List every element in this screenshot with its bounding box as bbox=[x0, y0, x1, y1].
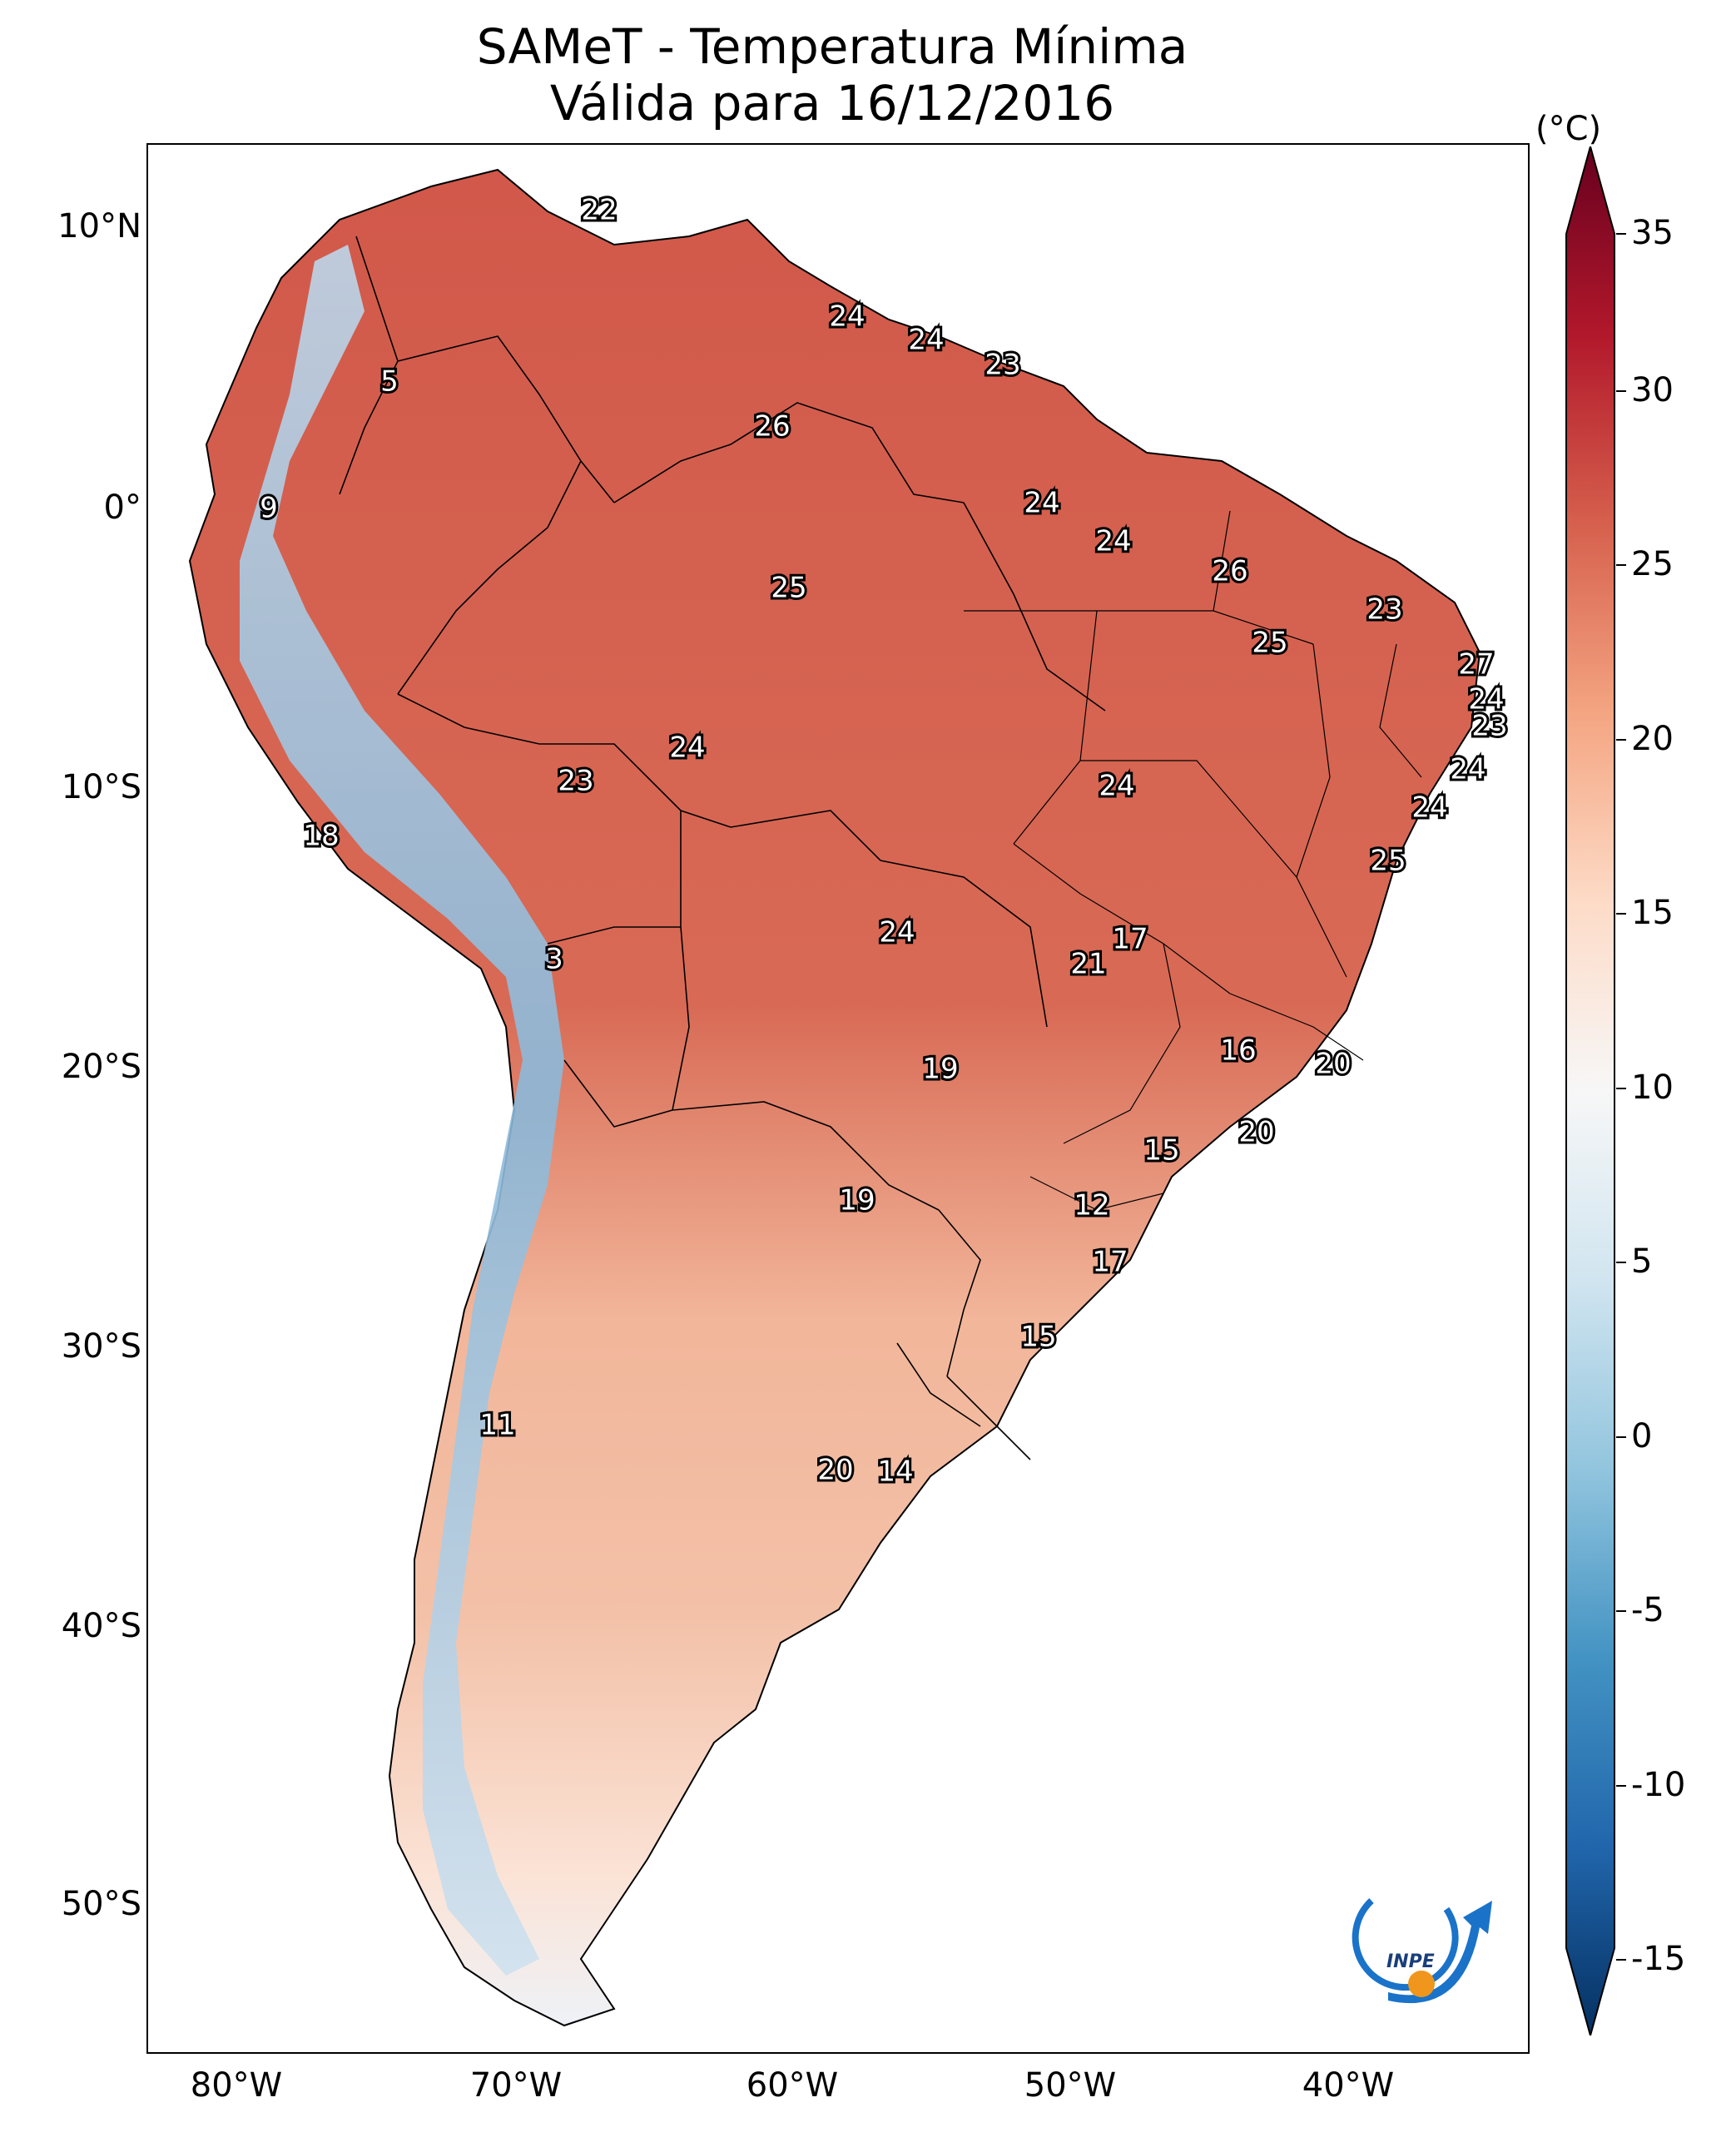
value-label: 15 bbox=[1143, 1134, 1179, 1168]
colorbar-label: -15 bbox=[1631, 1940, 1686, 1978]
colorbar-label: 20 bbox=[1631, 720, 1674, 758]
map-title: SAMeT - Temperatura Mínima Válida para 1… bbox=[150, 18, 1515, 131]
colorbar-label: 0 bbox=[1631, 1417, 1653, 1455]
value-label: 15 bbox=[1020, 1321, 1056, 1354]
colorbar-label: 5 bbox=[1631, 1242, 1653, 1281]
value-labels: 22 5 24 24 23 26 9 24 24 26 25 23 25 27 … bbox=[257, 191, 1510, 1491]
value-label: 20 bbox=[1238, 1116, 1274, 1149]
value-label: 24 bbox=[829, 300, 865, 334]
south-america-landmass bbox=[188, 168, 1481, 2027]
value-label: 25 bbox=[1252, 627, 1287, 660]
title-line-1: SAMeT - Temperatura Mínima bbox=[476, 18, 1188, 75]
colorbar-tick bbox=[1616, 1610, 1626, 1612]
value-label: 26 bbox=[754, 410, 790, 444]
colorbar-unit: (°C) bbox=[1535, 110, 1602, 148]
value-label: 22 bbox=[581, 194, 617, 227]
value-label: 24 bbox=[879, 916, 915, 950]
value-label: 24 bbox=[1468, 683, 1504, 717]
value-label: 9 bbox=[260, 492, 278, 525]
colorbar-tick bbox=[1616, 233, 1626, 235]
value-label: 16 bbox=[1220, 1034, 1256, 1068]
value-label: 24 bbox=[1099, 770, 1134, 803]
value-label: 11 bbox=[479, 1409, 515, 1442]
value-label: 24 bbox=[1095, 525, 1131, 558]
country-borders bbox=[339, 236, 1106, 1460]
inpe-logo: INPE bbox=[1352, 1898, 1492, 2004]
value-label: 24 bbox=[908, 324, 944, 357]
state-borders bbox=[964, 510, 1422, 1211]
colorbar-tick bbox=[1616, 390, 1626, 392]
lat-label: 30°S bbox=[61, 1327, 141, 1366]
value-label: 14 bbox=[877, 1455, 913, 1489]
value-label: 26 bbox=[1212, 555, 1247, 588]
value-label: 5 bbox=[380, 365, 399, 399]
value-label: 18 bbox=[303, 820, 339, 853]
value-label: 24 bbox=[1024, 487, 1059, 520]
title-line-2: Válida para 16/12/2016 bbox=[549, 75, 1115, 131]
colorbar-tick bbox=[1616, 1436, 1626, 1438]
lat-label: 20°S bbox=[61, 1048, 141, 1086]
value-label: 17 bbox=[1092, 1246, 1128, 1279]
value-label: 24 bbox=[1450, 753, 1486, 786]
lat-label: 10°S bbox=[61, 768, 141, 806]
value-label: 3 bbox=[545, 943, 563, 976]
colorbar-label: -5 bbox=[1631, 1591, 1664, 1629]
logo-text: INPE bbox=[1386, 1951, 1435, 1972]
colorbar-tick bbox=[1616, 739, 1626, 741]
colorbar-label: -10 bbox=[1631, 1766, 1686, 1804]
map-canvas: 22 5 24 24 23 26 9 24 24 26 25 23 25 27 … bbox=[188, 168, 1510, 2027]
colorbar-tick bbox=[1616, 1088, 1626, 1089]
value-label: 20 bbox=[1315, 1048, 1351, 1081]
colorbar-label: 30 bbox=[1631, 371, 1674, 409]
lat-label: 50°S bbox=[61, 1885, 141, 1923]
value-label: 23 bbox=[1366, 593, 1402, 627]
colorbar-label: 10 bbox=[1631, 1069, 1674, 1107]
value-label: 19 bbox=[839, 1184, 875, 1217]
lat-label: 40°S bbox=[61, 1607, 141, 1645]
value-label: 25 bbox=[771, 572, 806, 605]
colorbar-body bbox=[1565, 146, 1615, 2035]
map-panel: 22 5 24 24 23 26 9 24 24 26 25 23 25 27 … bbox=[146, 143, 1530, 2054]
value-label: 25 bbox=[1370, 845, 1406, 878]
value-label: 23 bbox=[1471, 710, 1507, 743]
lat-label: 10°N bbox=[57, 207, 141, 245]
colorbar-label: 25 bbox=[1631, 545, 1674, 583]
colorbar-label: 15 bbox=[1631, 894, 1674, 932]
value-label: 12 bbox=[1074, 1189, 1109, 1222]
lon-label: 60°W bbox=[746, 2066, 839, 2105]
colorbar-tick bbox=[1616, 913, 1626, 915]
value-label: 21 bbox=[1070, 948, 1106, 981]
logo-arc-icon bbox=[1352, 1898, 1459, 1991]
value-label: 19 bbox=[922, 1053, 958, 1086]
colorbar-tick bbox=[1616, 564, 1626, 566]
lon-label: 40°W bbox=[1302, 2066, 1395, 2105]
value-label: 17 bbox=[1112, 923, 1148, 956]
lat-label: 0° bbox=[103, 488, 141, 527]
logo-sun-icon bbox=[1408, 1971, 1435, 1997]
value-label: 24 bbox=[1411, 791, 1447, 825]
value-label: 23 bbox=[985, 349, 1020, 382]
logo-arrow-icon bbox=[1388, 1901, 1492, 2004]
colorbar-tick bbox=[1616, 1785, 1626, 1787]
value-label: 27 bbox=[1458, 648, 1494, 682]
value-label: 23 bbox=[558, 765, 593, 798]
colorbar-tick bbox=[1616, 1262, 1626, 1263]
colorbar-tick bbox=[1616, 1959, 1626, 1961]
colorbar-label: 35 bbox=[1631, 214, 1674, 252]
value-label: 20 bbox=[817, 1454, 853, 1487]
lon-label: 70°W bbox=[469, 2066, 563, 2105]
andes-cold-band bbox=[240, 245, 564, 1976]
value-label: 24 bbox=[669, 731, 705, 765]
lon-label: 80°W bbox=[190, 2066, 283, 2105]
lon-label: 50°W bbox=[1024, 2066, 1117, 2105]
colorbar bbox=[1565, 146, 1615, 2035]
